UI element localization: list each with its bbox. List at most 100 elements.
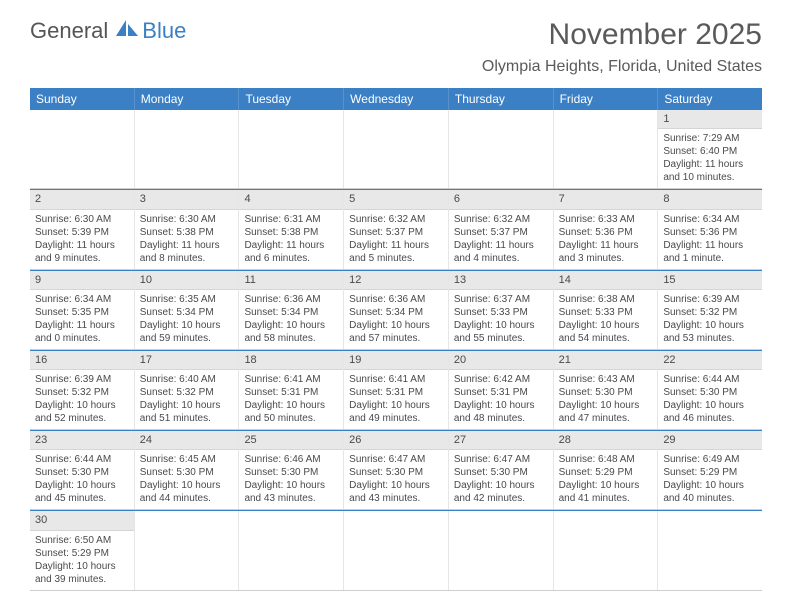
sunset-text: Sunset: 5:30 PM <box>663 386 757 399</box>
sunrise-text: Sunrise: 6:39 AM <box>663 293 757 306</box>
daylight-text: Daylight: 10 hours and 42 minutes. <box>454 479 548 505</box>
day-cell: 4Sunrise: 6:31 AMSunset: 5:38 PMDaylight… <box>239 190 344 268</box>
sunset-text: Sunset: 5:34 PM <box>140 306 234 319</box>
day-number: 15 <box>658 271 762 290</box>
daylight-text: Daylight: 10 hours and 53 minutes. <box>663 319 757 345</box>
month-title: November 2025 <box>482 18 762 52</box>
day-number: 10 <box>135 271 239 290</box>
daylight-text: Daylight: 10 hours and 48 minutes. <box>454 399 548 425</box>
logo-word-1: General <box>30 18 108 44</box>
weekday-header: Friday <box>554 88 659 110</box>
day-content: Sunrise: 6:47 AMSunset: 5:30 PMDaylight:… <box>344 450 448 509</box>
sunset-text: Sunset: 5:32 PM <box>663 306 757 319</box>
daylight-text: Daylight: 10 hours and 55 minutes. <box>454 319 548 345</box>
day-number: 16 <box>30 351 134 370</box>
day-number: 3 <box>135 190 239 209</box>
sunrise-text: Sunrise: 6:43 AM <box>559 373 653 386</box>
daylight-text: Daylight: 10 hours and 41 minutes. <box>559 479 653 505</box>
sunset-text: Sunset: 5:29 PM <box>559 466 653 479</box>
day-number: 8 <box>658 190 762 209</box>
sunrise-text: Sunrise: 6:42 AM <box>454 373 548 386</box>
day-content: Sunrise: 6:41 AMSunset: 5:31 PMDaylight:… <box>239 370 343 429</box>
day-content: Sunrise: 6:34 AMSunset: 5:36 PMDaylight:… <box>658 210 762 269</box>
day-content: Sunrise: 6:37 AMSunset: 5:33 PMDaylight:… <box>449 290 553 349</box>
week-row: 23Sunrise: 6:44 AMSunset: 5:30 PMDayligh… <box>30 430 762 510</box>
sunset-text: Sunset: 5:30 PM <box>35 466 129 479</box>
day-number: 27 <box>449 431 553 450</box>
daylight-text: Daylight: 11 hours and 1 minute. <box>663 239 757 265</box>
sunrise-text: Sunrise: 6:34 AM <box>663 213 757 226</box>
day-number: 12 <box>344 271 448 290</box>
day-content: Sunrise: 6:49 AMSunset: 5:29 PMDaylight:… <box>658 450 762 509</box>
daylight-text: Daylight: 11 hours and 4 minutes. <box>454 239 548 265</box>
day-number: 17 <box>135 351 239 370</box>
day-cell: 12Sunrise: 6:36 AMSunset: 5:34 PMDayligh… <box>344 271 449 349</box>
sunset-text: Sunset: 5:29 PM <box>35 547 129 560</box>
day-cell: 1Sunrise: 7:29 AMSunset: 6:40 PMDaylight… <box>658 110 762 188</box>
daylight-text: Daylight: 10 hours and 47 minutes. <box>559 399 653 425</box>
day-number: 24 <box>135 431 239 450</box>
sunset-text: Sunset: 5:30 PM <box>244 466 338 479</box>
day-content: Sunrise: 6:39 AMSunset: 5:32 PMDaylight:… <box>658 290 762 349</box>
day-cell: 29Sunrise: 6:49 AMSunset: 5:29 PMDayligh… <box>658 431 762 509</box>
logo-word-2: Blue <box>142 18 186 44</box>
day-cell: 2Sunrise: 6:30 AMSunset: 5:39 PMDaylight… <box>30 190 135 268</box>
daylight-text: Daylight: 10 hours and 44 minutes. <box>140 479 234 505</box>
sunrise-text: Sunrise: 6:44 AM <box>663 373 757 386</box>
day-cell: 9Sunrise: 6:34 AMSunset: 5:35 PMDaylight… <box>30 271 135 349</box>
empty-cell <box>344 511 449 589</box>
sunrise-text: Sunrise: 6:49 AM <box>663 453 757 466</box>
day-content: Sunrise: 6:30 AMSunset: 5:39 PMDaylight:… <box>30 210 134 269</box>
day-number: 7 <box>554 190 658 209</box>
daylight-text: Daylight: 11 hours and 0 minutes. <box>35 319 129 345</box>
sunset-text: Sunset: 5:33 PM <box>454 306 548 319</box>
sunrise-text: Sunrise: 6:50 AM <box>35 534 129 547</box>
day-cell: 25Sunrise: 6:46 AMSunset: 5:30 PMDayligh… <box>239 431 344 509</box>
empty-cell <box>344 110 449 188</box>
sunset-text: Sunset: 5:34 PM <box>244 306 338 319</box>
day-number: 2 <box>30 190 134 209</box>
empty-cell <box>30 110 135 188</box>
sunset-text: Sunset: 5:30 PM <box>140 466 234 479</box>
day-content: Sunrise: 6:35 AMSunset: 5:34 PMDaylight:… <box>135 290 239 349</box>
day-content: Sunrise: 6:34 AMSunset: 5:35 PMDaylight:… <box>30 290 134 349</box>
sunrise-text: Sunrise: 6:30 AM <box>140 213 234 226</box>
sunrise-text: Sunrise: 6:38 AM <box>559 293 653 306</box>
week-row: 2Sunrise: 6:30 AMSunset: 5:39 PMDaylight… <box>30 189 762 269</box>
sunrise-text: Sunrise: 6:47 AM <box>454 453 548 466</box>
day-number: 14 <box>554 271 658 290</box>
sunrise-text: Sunrise: 6:36 AM <box>349 293 443 306</box>
sunset-text: Sunset: 5:35 PM <box>35 306 129 319</box>
day-cell: 18Sunrise: 6:41 AMSunset: 5:31 PMDayligh… <box>239 351 344 429</box>
empty-cell <box>554 110 659 188</box>
day-cell: 28Sunrise: 6:48 AMSunset: 5:29 PMDayligh… <box>554 431 659 509</box>
day-cell: 24Sunrise: 6:45 AMSunset: 5:30 PMDayligh… <box>135 431 240 509</box>
empty-cell <box>239 511 344 589</box>
week-row: 9Sunrise: 6:34 AMSunset: 5:35 PMDaylight… <box>30 270 762 350</box>
day-content: Sunrise: 6:47 AMSunset: 5:30 PMDaylight:… <box>449 450 553 509</box>
daylight-text: Daylight: 10 hours and 51 minutes. <box>140 399 234 425</box>
sunrise-text: Sunrise: 6:44 AM <box>35 453 129 466</box>
weekday-header: Thursday <box>449 88 554 110</box>
sunrise-text: Sunrise: 6:40 AM <box>140 373 234 386</box>
location: Olympia Heights, Florida, United States <box>482 58 762 76</box>
day-content: Sunrise: 6:38 AMSunset: 5:33 PMDaylight:… <box>554 290 658 349</box>
day-content: Sunrise: 6:36 AMSunset: 5:34 PMDaylight:… <box>344 290 448 349</box>
day-content: Sunrise: 6:50 AMSunset: 5:29 PMDaylight:… <box>30 531 134 590</box>
day-number: 1 <box>658 110 762 129</box>
sunrise-text: Sunrise: 6:31 AM <box>244 213 338 226</box>
day-content: Sunrise: 6:46 AMSunset: 5:30 PMDaylight:… <box>239 450 343 509</box>
day-content: Sunrise: 6:39 AMSunset: 5:32 PMDaylight:… <box>30 370 134 429</box>
day-number: 11 <box>239 271 343 290</box>
empty-cell <box>554 511 659 589</box>
day-number: 18 <box>239 351 343 370</box>
daylight-text: Daylight: 10 hours and 59 minutes. <box>140 319 234 345</box>
day-cell: 26Sunrise: 6:47 AMSunset: 5:30 PMDayligh… <box>344 431 449 509</box>
sunrise-text: Sunrise: 6:41 AM <box>244 373 338 386</box>
day-cell: 13Sunrise: 6:37 AMSunset: 5:33 PMDayligh… <box>449 271 554 349</box>
daylight-text: Daylight: 10 hours and 57 minutes. <box>349 319 443 345</box>
header: General Blue November 2025 Olympia Heigh… <box>0 0 792 84</box>
day-content: Sunrise: 6:44 AMSunset: 5:30 PMDaylight:… <box>658 370 762 429</box>
sunrise-text: Sunrise: 6:34 AM <box>35 293 129 306</box>
daylight-text: Daylight: 10 hours and 52 minutes. <box>35 399 129 425</box>
